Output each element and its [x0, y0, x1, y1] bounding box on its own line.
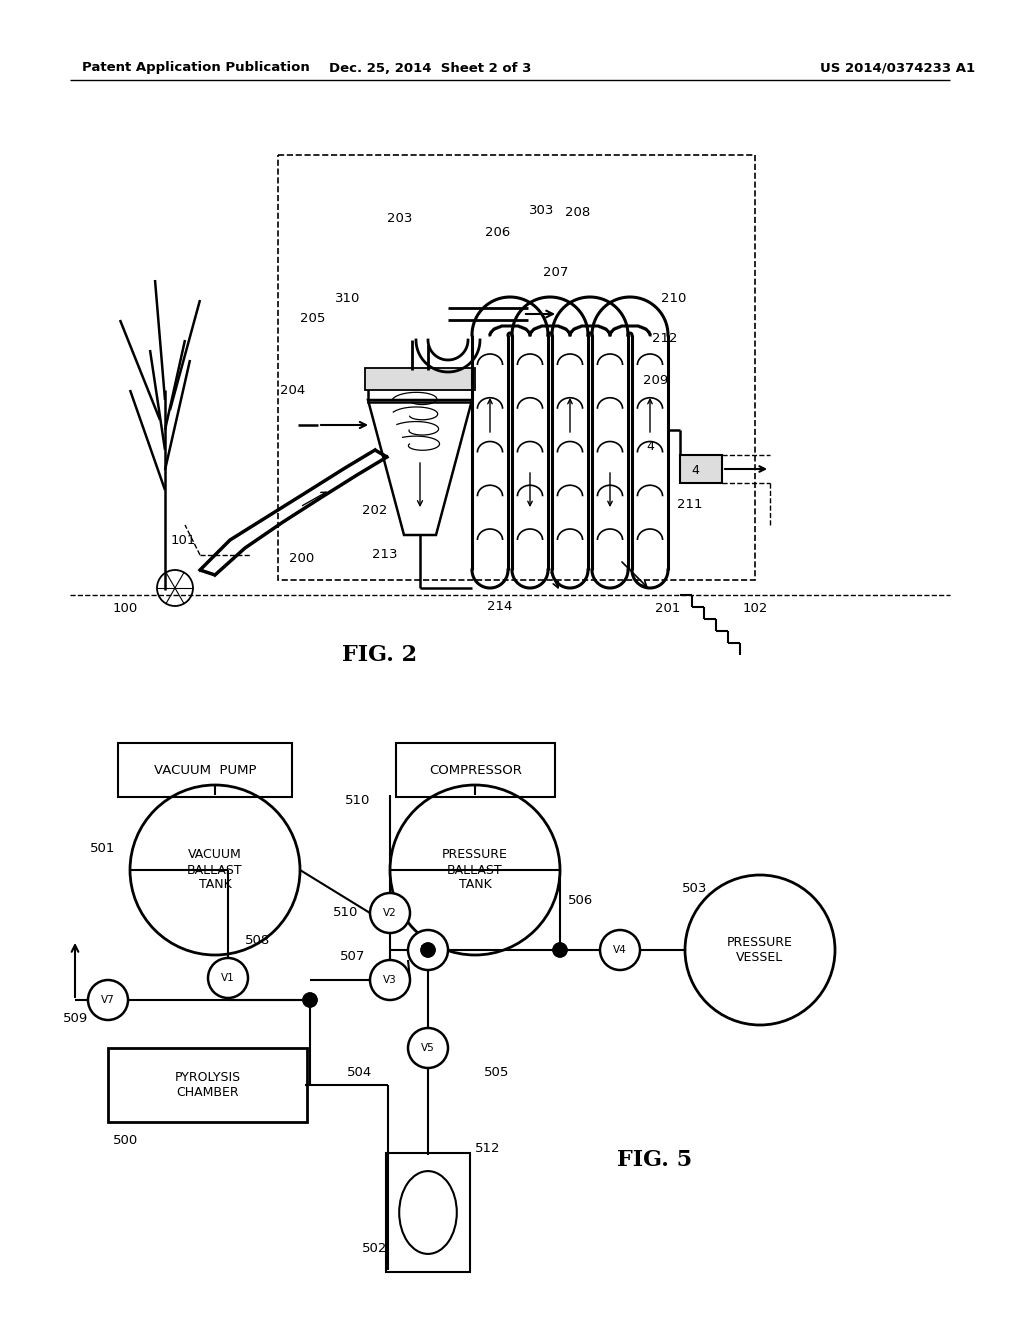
FancyBboxPatch shape — [680, 455, 722, 483]
Text: V5: V5 — [421, 1043, 435, 1053]
Circle shape — [208, 958, 248, 998]
Text: 512: 512 — [475, 1142, 501, 1155]
Circle shape — [553, 942, 567, 957]
Text: VACUUM  PUMP: VACUUM PUMP — [154, 763, 256, 776]
Text: Patent Application Publication: Patent Application Publication — [82, 62, 309, 74]
Text: 206: 206 — [485, 226, 511, 239]
Text: 213: 213 — [373, 549, 397, 561]
Text: 102: 102 — [742, 602, 768, 615]
Text: PYROLYSIS
CHAMBER: PYROLYSIS CHAMBER — [174, 1071, 241, 1100]
Text: V6: V6 — [421, 945, 435, 954]
Text: 507: 507 — [340, 950, 365, 964]
Text: 210: 210 — [662, 292, 687, 305]
Text: V2: V2 — [383, 908, 397, 917]
Text: VACUUM
BALLAST
TANK: VACUUM BALLAST TANK — [187, 849, 243, 891]
Text: V1: V1 — [221, 973, 234, 983]
Text: 4: 4 — [646, 441, 654, 454]
Text: 506: 506 — [568, 894, 593, 907]
Text: 501: 501 — [90, 842, 115, 854]
Text: 203: 203 — [387, 211, 413, 224]
Text: 500: 500 — [113, 1134, 138, 1147]
Text: 207: 207 — [544, 265, 568, 279]
Text: 100: 100 — [113, 602, 137, 615]
Text: 211: 211 — [677, 499, 702, 511]
Text: FIG. 2: FIG. 2 — [342, 644, 418, 667]
Text: US 2014/0374233 A1: US 2014/0374233 A1 — [820, 62, 975, 74]
Circle shape — [600, 931, 640, 970]
Text: 505: 505 — [484, 1065, 509, 1078]
Text: 510: 510 — [333, 906, 358, 919]
Circle shape — [88, 979, 128, 1020]
Text: 200: 200 — [290, 552, 314, 565]
FancyBboxPatch shape — [365, 368, 475, 389]
Text: 509: 509 — [63, 1011, 88, 1024]
Circle shape — [408, 931, 449, 970]
Text: COMPRESSOR: COMPRESSOR — [429, 763, 522, 776]
Text: 212: 212 — [652, 331, 678, 345]
Text: PRESSURE
BALLAST
TANK: PRESSURE BALLAST TANK — [442, 849, 508, 891]
Circle shape — [303, 993, 317, 1007]
Text: V7: V7 — [101, 995, 115, 1005]
Text: 209: 209 — [643, 374, 669, 387]
Text: 214: 214 — [487, 601, 513, 614]
Text: FIG. 5: FIG. 5 — [617, 1148, 692, 1171]
Text: 4: 4 — [691, 463, 699, 477]
Text: 205: 205 — [300, 312, 326, 325]
Text: 101: 101 — [170, 533, 196, 546]
Text: 510: 510 — [345, 793, 370, 807]
Text: 208: 208 — [565, 206, 591, 219]
Text: PRESSURE
VESSEL: PRESSURE VESSEL — [727, 936, 793, 964]
Text: 202: 202 — [362, 503, 388, 516]
Text: 503: 503 — [682, 882, 708, 895]
Text: 508: 508 — [245, 933, 270, 946]
Circle shape — [303, 993, 317, 1007]
Circle shape — [370, 894, 410, 933]
Circle shape — [553, 942, 567, 957]
Text: 204: 204 — [281, 384, 305, 396]
Text: Dec. 25, 2014  Sheet 2 of 3: Dec. 25, 2014 Sheet 2 of 3 — [329, 62, 531, 74]
Circle shape — [421, 942, 435, 957]
Circle shape — [408, 1028, 449, 1068]
Text: V3: V3 — [383, 975, 397, 985]
Circle shape — [370, 960, 410, 1001]
Circle shape — [421, 942, 435, 957]
Text: 303: 303 — [529, 203, 555, 216]
Text: 502: 502 — [362, 1242, 388, 1254]
Text: 201: 201 — [655, 602, 681, 615]
Text: 504: 504 — [347, 1065, 372, 1078]
Text: 310: 310 — [335, 292, 360, 305]
Text: V4: V4 — [613, 945, 627, 954]
